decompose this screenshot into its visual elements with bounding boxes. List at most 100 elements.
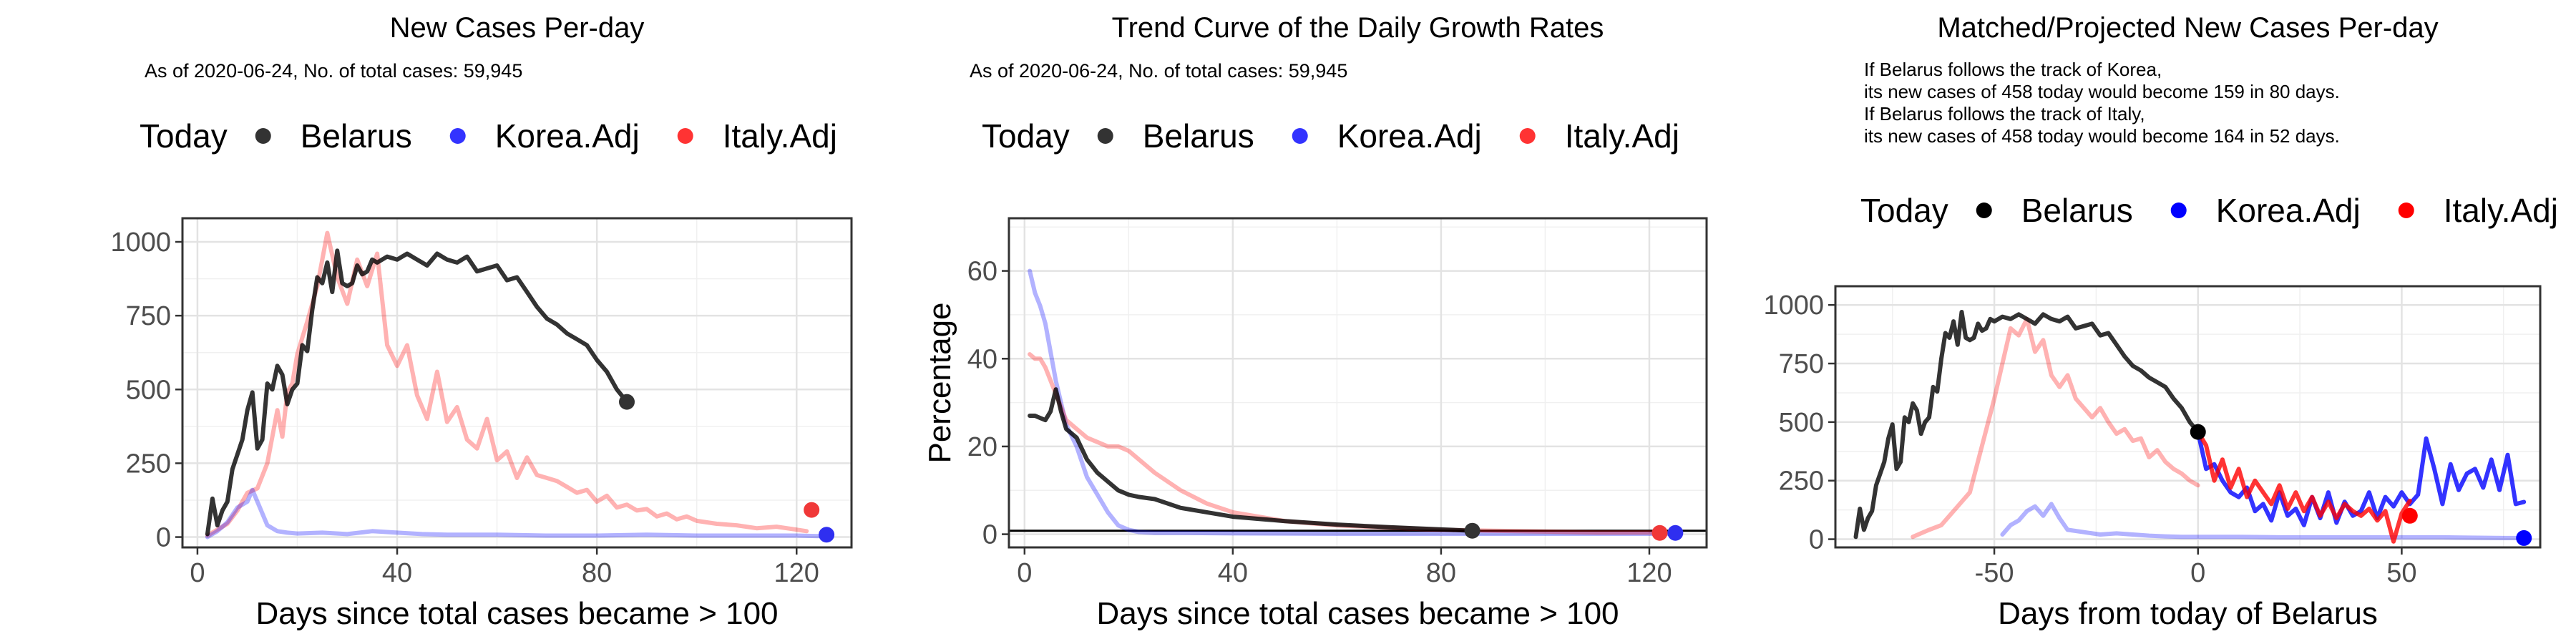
series-group [1028,268,1678,536]
y-tick-label: 250 [126,449,171,479]
legend-label: Korea.Adj [1337,117,1482,155]
x-axis-title: Days since total cases became > 100 [255,596,778,631]
series-line-korea-adj [2000,502,2527,540]
x-tick-label: 120 [774,558,819,588]
chart-title: Matched/Projected New Cases Per-day [1937,12,2438,44]
endpoint-italy-adj [2401,507,2418,524]
series-line-korea-adj [1028,268,1678,536]
y-tick-label: 250 [1779,467,1824,497]
panel-background [1009,218,1707,547]
endpoint-italy-adj [1652,525,1668,541]
panel-border [1834,285,2542,549]
legend-title: Today [1860,192,1948,229]
series-line-korea-adj [2195,429,2527,527]
chart-legend: Today Belarus Korea.Adj Italy.Adj [140,117,837,155]
chart-subtitle: As of 2020-06-24, No. of total cases: 59… [145,60,522,82]
y-tick-label: 0 [156,523,171,553]
x-axis-title: Days from today of Belarus [1998,596,2378,631]
legend-label: Italy.Adj [2444,192,2558,229]
y-tick-label: 1000 [1763,291,1824,321]
y-tick-label: 20 [967,432,997,462]
legend-label: Belarus [2021,192,2133,229]
series-line-italy-adj [1911,316,2200,540]
plot-panel [1008,217,1708,549]
endpoint-korea-adj [819,527,835,543]
axes: 0 40 80 120 0 250 500 750 1000 Days since total c… [110,228,819,631]
legend-label: Italy.Adj [723,117,837,155]
legend-marker-belarus [1097,128,1113,144]
y-tick-label: 500 [1779,408,1824,438]
y-tick-label: 40 [967,344,997,374]
y-tick-label: 0 [1809,525,1824,555]
x-tick-label: 120 [1626,558,1672,588]
legend-label: Korea.Adj [2216,192,2361,229]
y-tick-label: 750 [1779,349,1824,379]
series-group [1853,310,2527,544]
chart-legend: Today Belarus Korea.Adj Italy.Adj [982,117,1679,155]
legend-label: Belarus [1143,117,1254,155]
endpoint-belarus [2190,424,2206,440]
plot-panel [181,217,853,549]
legend-title: Today [982,117,1070,155]
plot-panel [1834,285,2542,549]
legend-title: Today [140,117,228,155]
series-line-belarus [205,248,629,537]
x-tick-label: 80 [582,558,612,588]
y-tick-label: 0 [982,520,997,550]
legend-label: Belarus [301,117,412,155]
chart-2: Trend Curve of the Daily Growth Rates As … [922,12,1708,631]
y-tick-label: 750 [126,301,171,331]
chart-3: Matched/Projected New Cases Per-day If Be… [1763,12,2558,631]
x-tick-label: 40 [1218,558,1248,588]
endpoint-belarus [619,394,635,410]
panel-border [181,217,853,549]
series-group [205,230,824,540]
x-tick-label: 40 [382,558,412,588]
x-tick-label: 80 [1426,558,1456,588]
legend-marker-belarus [255,128,271,144]
series-line-korea-adj [205,487,824,540]
x-tick-label: 0 [1017,558,1032,588]
chart-1: New Cases Per-day As of 2020-06-24, No. o… [110,12,853,631]
x-tick-label: 0 [190,558,205,588]
y-tick-label: 60 [967,257,997,287]
y-tick-label: 500 [126,375,171,405]
legend-marker-korea-adj [449,128,466,144]
series-line-italy-adj [205,230,809,538]
legend-marker-korea-adj [1292,128,1308,144]
y-axis-title: Percentage [922,302,957,463]
endpoint-italy-adj [804,502,820,518]
chart-note: If Belarus follows the track of Italy, [1864,103,2145,125]
x-tick-label: -50 [1975,558,2014,588]
x-tick-label: 0 [2190,558,2205,588]
endpoint-korea-adj [2516,530,2532,546]
series-line-belarus [1853,310,2200,540]
endpoint-korea-adj [1667,525,1684,541]
chart-note: its new cases of 458 today would become … [1864,81,2340,102]
legend-marker-italy-adj [677,128,693,144]
series-line-italy-adj [2195,429,2412,544]
grid [1009,218,1707,547]
legend-label: Italy.Adj [1565,117,1679,155]
legend-marker-korea-adj [2170,203,2187,218]
series-line-belarus [1028,387,1475,533]
y-tick-label: 1000 [110,228,171,258]
chart-title: New Cases Per-day [390,12,645,44]
legend-label: Korea.Adj [495,117,640,155]
chart-note: its new cases of 458 today would become … [1864,125,2340,147]
x-tick-label: 50 [2386,558,2416,588]
chart-subtitle: As of 2020-06-24, No. of total cases: 59… [970,60,1347,82]
legend-marker-italy-adj [2398,203,2414,218]
chart-title: Trend Curve of the Daily Growth Rates [1112,12,1604,44]
chart-note: If Belarus follows the track of Korea, [1864,59,2162,80]
panel-background [182,218,852,547]
endpoint-belarus [1464,522,1480,539]
panel-border [1008,217,1708,549]
grid [182,218,852,547]
chart-legend: Today Belarus Korea.Adj Italy.Adj [1860,192,2558,229]
legend-marker-italy-adj [1519,128,1536,144]
x-axis-title: Days since total cases became > 100 [1096,596,1619,631]
legend-marker-belarus [1976,203,1992,218]
